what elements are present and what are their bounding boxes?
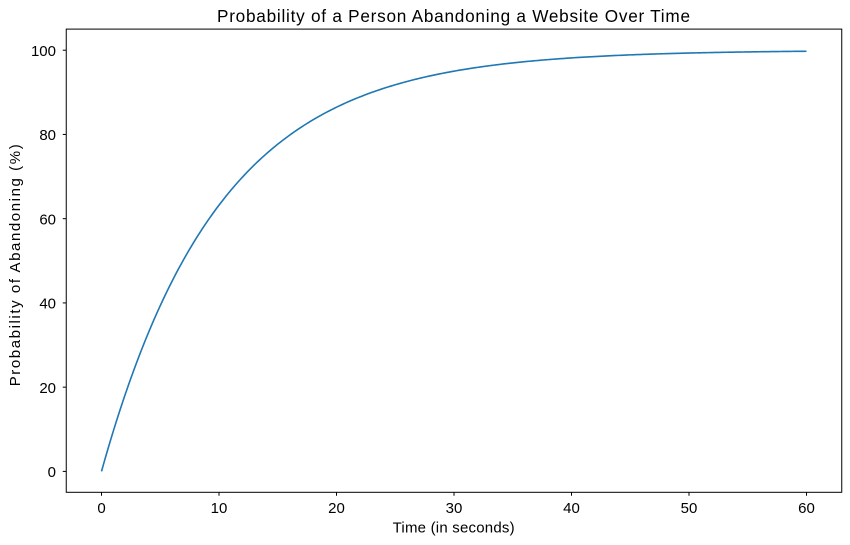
svg-text:60: 60 (39, 211, 56, 228)
svg-text:20: 20 (39, 380, 56, 397)
svg-text:0: 0 (97, 500, 105, 517)
svg-text:20: 20 (328, 500, 345, 517)
svg-text:50: 50 (681, 500, 698, 517)
svg-text:100: 100 (31, 43, 56, 60)
svg-text:0: 0 (48, 464, 56, 481)
svg-text:40: 40 (39, 296, 56, 313)
svg-text:Probability of Abandoning (%): Probability of Abandoning (%) (7, 144, 24, 386)
svg-text:Probability of a Person Abando: Probability of a Person Abandoning a Web… (217, 6, 690, 26)
svg-text:40: 40 (563, 500, 580, 517)
svg-text:Time (in seconds): Time (in seconds) (393, 520, 515, 537)
svg-text:60: 60 (798, 500, 815, 517)
svg-text:30: 30 (446, 500, 463, 517)
svg-text:10: 10 (211, 500, 228, 517)
svg-text:80: 80 (39, 127, 56, 144)
